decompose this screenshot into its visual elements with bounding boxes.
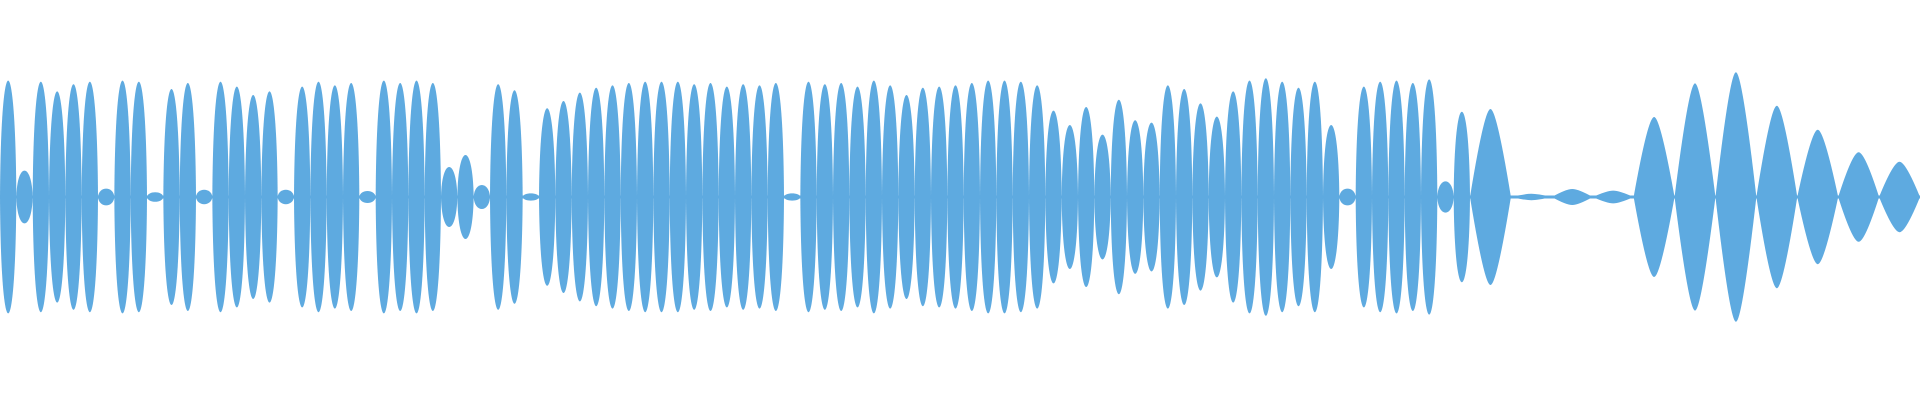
waveform-shape	[0, 72, 1920, 322]
waveform-center-line	[0, 195, 1920, 199]
